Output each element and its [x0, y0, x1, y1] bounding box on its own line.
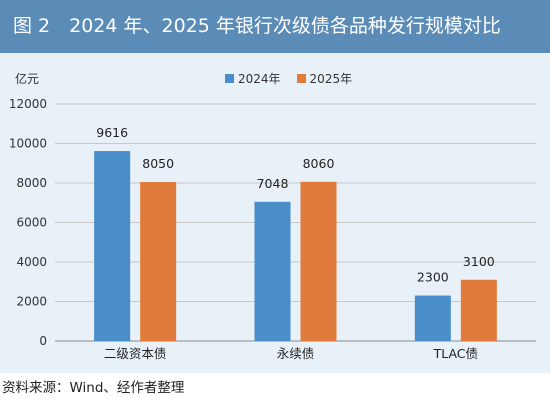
data-label: 2300: [417, 270, 449, 285]
legend: 2024年 2025年: [225, 70, 368, 87]
source-note: 资料来源：Wind、经作者整理: [2, 380, 185, 396]
x-tick-label: 二级资本债: [104, 346, 167, 361]
y-tick-label: 4000: [16, 255, 47, 269]
title-bar: 图 2 2024 年、2025 年银行次级债各品种发行规模对比: [0, 0, 550, 53]
y-tick-label: 0: [39, 334, 47, 348]
data-label: 3100: [463, 254, 495, 269]
y-tick-label: 2000: [16, 295, 47, 309]
bar-2024年-二级资本债: [94, 151, 131, 341]
x-tick-label: TLAC债: [433, 346, 478, 361]
x-tick-label: 永续债: [277, 346, 315, 361]
data-label: 7048: [257, 176, 289, 191]
legend-label-2025: 2025年: [309, 72, 353, 86]
data-label: 8050: [142, 156, 174, 171]
legend-swatch-2024: [225, 74, 234, 83]
y-tick-label: 8000: [16, 176, 47, 190]
bar-2024年-TLAC债: [414, 295, 451, 341]
y-tick-label: 6000: [16, 216, 47, 230]
y-tick-label: 12000: [9, 97, 47, 111]
legend-item-2025: 2025年: [296, 70, 353, 87]
legend-item-2024: 2024年: [225, 70, 281, 87]
legend-swatch-2025: [296, 74, 306, 83]
bar-chart: 0 2000 4000 6000 8000 10000 12000 9616 8050 二级资本债…: [9, 97, 536, 361]
y-tick-label: 10000: [9, 137, 47, 151]
data-label: 9616: [96, 125, 128, 140]
bar-2025年-TLAC债: [460, 279, 497, 341]
bar-2024年-永续债: [254, 201, 291, 341]
bar-2025年-二级资本债: [140, 182, 177, 341]
bar-2025年-永续债: [300, 181, 337, 341]
chart-title: 图 2 2024 年、2025 年银行次级债各品种发行规模对比: [13, 15, 501, 37]
y-axis-unit: 亿元: [15, 72, 40, 86]
legend-label-2024: 2024年: [238, 72, 281, 86]
data-label: 8060: [303, 156, 335, 171]
